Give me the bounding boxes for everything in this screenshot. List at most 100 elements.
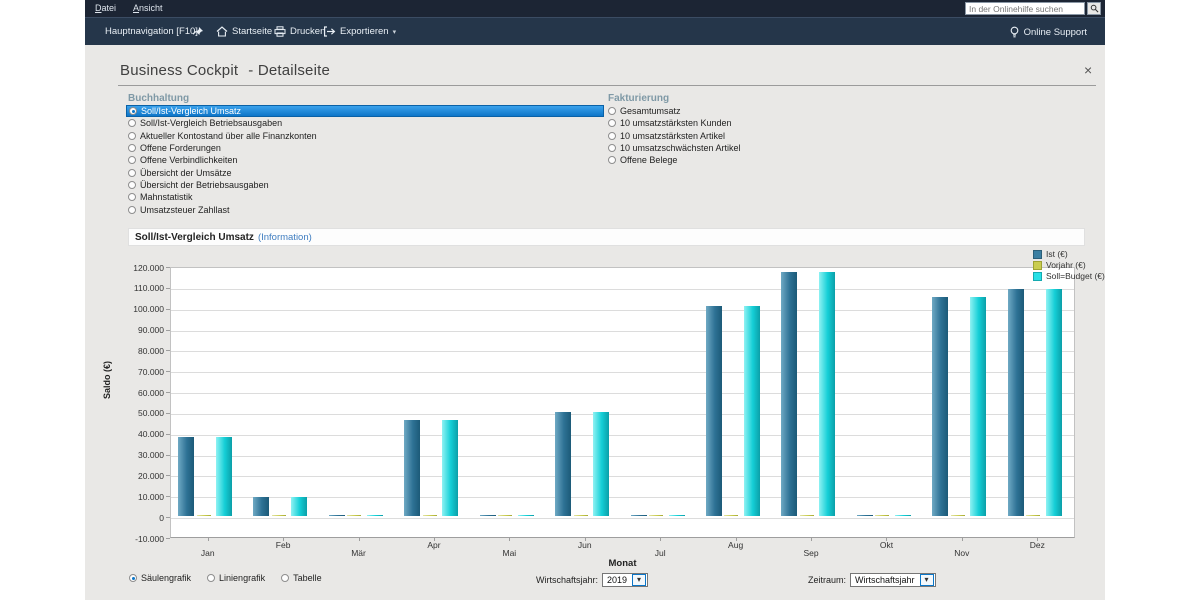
export-icon — [323, 26, 336, 37]
bar-soll-jun — [593, 412, 609, 516]
bar-ist-nov — [932, 297, 948, 516]
bar-vor-nov — [951, 515, 965, 516]
menu-ansicht[interactable]: Ansicht — [133, 3, 163, 13]
radio-icon[interactable] — [128, 132, 136, 140]
page: Datei Ansicht Hauptnavigation [F10] Star… — [0, 0, 1200, 600]
pin-button[interactable] — [192, 26, 205, 38]
radio-icon[interactable] — [128, 144, 136, 152]
buchhaltung-header: Buchhaltung — [128, 93, 189, 104]
radio-icon[interactable] — [608, 156, 616, 164]
y-tick-label: 60.000 — [104, 388, 164, 398]
view-option-tabelle[interactable]: Tabelle — [279, 573, 322, 583]
radio-icon[interactable] — [608, 144, 616, 152]
bar-soll-nov — [970, 297, 986, 516]
radio-icon[interactable] — [128, 119, 136, 127]
radio-icon[interactable] — [128, 206, 136, 214]
x-tick-label: Mai — [472, 548, 547, 558]
bar-ist-jan — [178, 437, 194, 516]
buchhaltung-item[interactable]: Übersicht der Betriebsausgaben — [126, 179, 604, 191]
bar-group-jun — [548, 268, 623, 537]
bar-group-dez — [1001, 268, 1076, 537]
buchhaltung-item[interactable]: Mahnstatistik — [126, 191, 604, 203]
bar-group-aug — [699, 268, 774, 537]
radio-icon[interactable] — [608, 119, 616, 127]
view-option-liniengrafik[interactable]: Liniengrafik — [205, 573, 265, 583]
bar-vor-dez — [1026, 515, 1040, 516]
y-tick-label: 110.000 — [104, 283, 164, 293]
fakturierung-item[interactable]: Offene Belege — [606, 154, 846, 166]
bar-ist-jul — [631, 515, 647, 516]
x-tick — [660, 538, 661, 541]
zeitraum-control: Zeitraum: Wirtschaftsjahr ▾ — [808, 573, 936, 587]
buchhaltung-item[interactable]: Offene Forderungen — [126, 142, 604, 154]
close-icon[interactable]: × — [1084, 62, 1092, 78]
radio-icon[interactable] — [128, 156, 136, 164]
bar-vor-jan — [197, 515, 211, 516]
bar-vor-aug — [724, 515, 738, 516]
buchhaltung-item-label: Offene Forderungen — [140, 143, 221, 153]
buchhaltung-item[interactable]: Soll/Ist-Vergleich Umsatz — [126, 105, 604, 117]
y-tick-label: 20.000 — [104, 471, 164, 481]
fakturierung-item-label: Offene Belege — [620, 155, 677, 165]
information-link[interactable]: (Information) — [258, 232, 312, 243]
radio-icon[interactable] — [129, 574, 137, 582]
online-support-button[interactable]: Online Support — [1009, 26, 1087, 38]
legend-label-soll: Soll=Budget (€) — [1046, 271, 1105, 281]
y-tick-label: 10.000 — [104, 492, 164, 502]
exportieren-button[interactable]: Exportieren ▾ — [323, 26, 396, 37]
bar-soll-apr — [442, 420, 458, 516]
fakturierung-item-label: 10 umsatzstärksten Kunden — [620, 118, 732, 128]
bar-soll-jul — [669, 515, 685, 516]
radio-icon[interactable] — [129, 107, 137, 115]
radio-icon[interactable] — [128, 193, 136, 201]
bar-vor-sep — [800, 515, 814, 516]
printer-icon — [274, 26, 286, 37]
radio-icon[interactable] — [608, 107, 616, 115]
fakturierung-item[interactable]: 10 umsatzstärksten Kunden — [606, 117, 846, 129]
y-tick-label: 120.000 — [104, 263, 164, 273]
bar-vor-apr — [423, 515, 437, 516]
fakturierung-item[interactable]: 10 umsatzstärksten Artikel — [606, 130, 846, 142]
y-tick-label: 50.000 — [104, 408, 164, 418]
buchhaltung-item-label: Offene Verbindlichkeiten — [140, 155, 237, 165]
x-axis-title: Monat — [170, 558, 1075, 569]
buchhaltung-item[interactable]: Aktueller Kontostand über alle Finanzkon… — [126, 130, 604, 142]
view-option-säulengrafik[interactable]: Säulengrafik — [127, 573, 191, 583]
wirtschaftsjahr-dropdown-icon[interactable]: ▾ — [632, 574, 646, 586]
fakturierung-item-label: 10 umsatzschwächsten Artikel — [620, 143, 741, 153]
zeitraum-select[interactable]: Wirtschaftsjahr ▾ — [850, 573, 936, 587]
search-button[interactable] — [1087, 2, 1101, 15]
fakturierung-item[interactable]: Gesamtumsatz — [606, 105, 846, 117]
fakturierung-list: Gesamtumsatz10 umsatzstärksten Kunden 10 … — [606, 105, 846, 166]
radio-icon[interactable] — [207, 574, 215, 582]
buchhaltung-item-label: Übersicht der Umsätze — [140, 168, 232, 178]
x-tick — [585, 538, 586, 541]
startseite-button[interactable]: Startseite — [216, 26, 272, 37]
search-input[interactable] — [966, 3, 1084, 14]
buchhaltung-item[interactable]: Übersicht der Umsätze — [126, 166, 604, 178]
onlinehilfe-search — [965, 2, 1085, 15]
bar-vor-jun — [574, 515, 588, 516]
fakturierung-item[interactable]: 10 umsatzschwächsten Artikel — [606, 142, 846, 154]
hauptnavigation-button[interactable]: Hauptnavigation [F10] — [105, 26, 198, 37]
menu-datei[interactable]: Datei — [95, 3, 116, 13]
legend-label-ist: Ist (€) — [1046, 249, 1068, 259]
buchhaltung-item[interactable]: Offene Verbindlichkeiten — [126, 154, 604, 166]
x-tick — [811, 538, 812, 541]
zeitraum-dropdown-icon[interactable]: ▾ — [920, 574, 934, 586]
radio-icon[interactable] — [608, 132, 616, 140]
buchhaltung-item[interactable]: Umsatzsteuer Zahllast — [126, 203, 604, 215]
x-tick-label: Jan — [170, 548, 245, 558]
bar-soll-aug — [744, 306, 760, 517]
wirtschaftsjahr-select[interactable]: 2019 ▾ — [602, 573, 648, 587]
buchhaltung-item[interactable]: Soll/Ist-Vergleich Betriebsausgaben — [126, 117, 604, 129]
drucken-button[interactable]: Drucken — [274, 26, 325, 37]
legend-item-soll: Soll=Budget (€) — [1033, 271, 1105, 281]
bar-ist-feb — [253, 497, 269, 516]
radio-icon[interactable] — [128, 181, 136, 189]
bar-group-sep — [774, 268, 849, 537]
radio-icon[interactable] — [128, 169, 136, 177]
radio-icon[interactable] — [281, 574, 289, 582]
bar-ist-apr — [404, 420, 420, 516]
x-tick-label: Aug — [698, 540, 773, 550]
